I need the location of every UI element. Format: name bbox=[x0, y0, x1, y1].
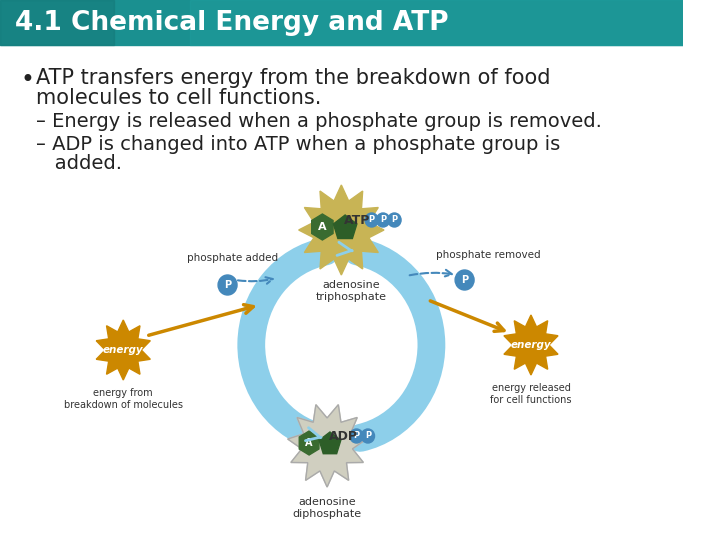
Text: P: P bbox=[392, 215, 397, 225]
Circle shape bbox=[388, 213, 401, 227]
Text: A: A bbox=[305, 438, 313, 448]
Polygon shape bbox=[299, 185, 384, 275]
Text: – ADP is changed into ATP when a phosphate group is: – ADP is changed into ATP when a phospha… bbox=[36, 135, 560, 154]
Text: adenosine
diphosphate: adenosine diphosphate bbox=[292, 497, 361, 518]
Text: adenosine
triphosphate: adenosine triphosphate bbox=[315, 280, 387, 302]
Text: energy released
for cell functions: energy released for cell functions bbox=[490, 383, 572, 404]
Circle shape bbox=[350, 429, 363, 443]
Text: molecules to cell functions.: molecules to cell functions. bbox=[36, 88, 321, 108]
Text: ATP transfers energy from the breakdown of food: ATP transfers energy from the breakdown … bbox=[36, 68, 551, 88]
Text: •: • bbox=[21, 68, 35, 92]
Text: 4.1 Chemical Energy and ATP: 4.1 Chemical Energy and ATP bbox=[15, 10, 449, 36]
Text: P: P bbox=[354, 431, 359, 441]
FancyBboxPatch shape bbox=[0, 0, 683, 45]
Polygon shape bbox=[504, 315, 558, 375]
Text: ATP: ATP bbox=[344, 213, 371, 226]
Text: phosphate removed: phosphate removed bbox=[436, 250, 541, 260]
Polygon shape bbox=[96, 320, 150, 380]
Text: energy: energy bbox=[510, 340, 552, 350]
Text: P: P bbox=[365, 431, 371, 441]
Text: ADP: ADP bbox=[329, 429, 358, 442]
Text: A: A bbox=[318, 222, 327, 232]
Circle shape bbox=[218, 275, 237, 295]
Circle shape bbox=[365, 213, 378, 227]
Text: P: P bbox=[380, 215, 386, 225]
Circle shape bbox=[377, 213, 390, 227]
Polygon shape bbox=[288, 404, 366, 487]
Text: energy from
breakdown of molecules: energy from breakdown of molecules bbox=[64, 388, 183, 410]
Text: P: P bbox=[461, 275, 468, 285]
Text: P: P bbox=[369, 215, 374, 225]
Text: phosphate added: phosphate added bbox=[186, 253, 278, 263]
Circle shape bbox=[455, 270, 474, 290]
Circle shape bbox=[361, 429, 374, 443]
Text: – Energy is released when a phosphate group is removed.: – Energy is released when a phosphate gr… bbox=[36, 112, 602, 131]
Text: added.: added. bbox=[36, 154, 122, 173]
Text: energy: energy bbox=[103, 345, 143, 355]
Polygon shape bbox=[189, 0, 683, 45]
Text: P: P bbox=[224, 280, 231, 290]
Polygon shape bbox=[0, 0, 114, 45]
